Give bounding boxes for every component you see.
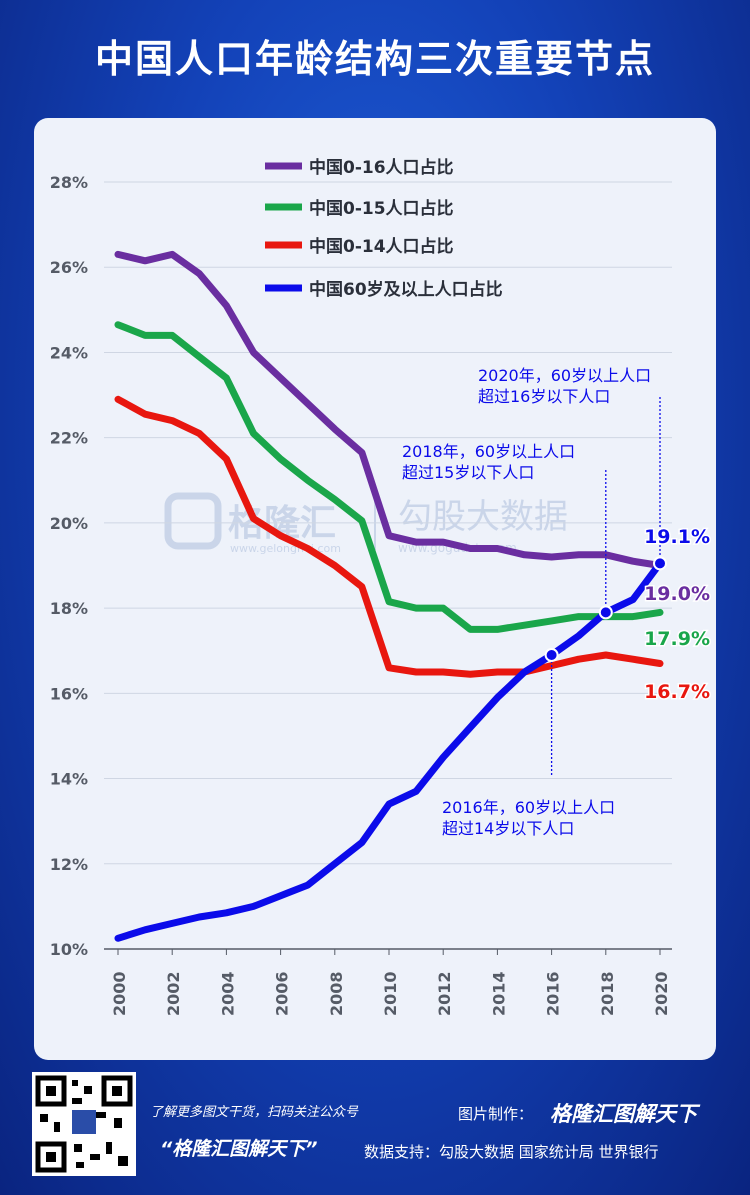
annotation-text: 超过16岁以下人口 <box>478 387 610 406</box>
end-value-label: 16.7% <box>644 681 710 703</box>
y-tick-label: 26% <box>50 258 88 277</box>
y-tick-label: 18% <box>50 599 88 618</box>
promo-line-1: 了解更多图文干货，扫码关注公众号 <box>150 1105 359 1120</box>
series-line <box>114 321 664 633</box>
legend-label: 中国0-15人口占比 <box>309 198 454 219</box>
y-tick-label: 10% <box>50 940 88 959</box>
end-value-label: 19.0% <box>644 583 710 605</box>
chart-card <box>34 118 716 1060</box>
annotation-text: 2016年，60岁以上人口 <box>442 798 615 817</box>
x-tick-label: 2000 <box>110 971 129 1016</box>
y-tick-label: 22% <box>50 429 88 448</box>
legend-label: 中国60岁及以上人口占比 <box>309 279 503 300</box>
end-value-label: 17.9% <box>644 628 710 650</box>
y-tick-label: 28% <box>50 173 88 192</box>
x-tick-label: 2020 <box>652 971 671 1016</box>
qr-code[interactable] <box>32 1072 136 1176</box>
y-tick-label: 16% <box>50 684 88 703</box>
watermark-brand-2: 勾股大数据 <box>398 497 568 537</box>
page-title: 中国人口年龄结构三次重要节点 <box>94 37 655 81</box>
x-tick-label: 2006 <box>273 971 292 1016</box>
annotation-dot <box>598 605 613 620</box>
annotation-text: 超过15岁以下人口 <box>402 463 534 482</box>
watermark-logo-icon <box>164 492 222 550</box>
credit-label: 图片制作： <box>458 1105 534 1123</box>
x-tick-label: 2010 <box>381 971 400 1016</box>
x-tick-label: 2008 <box>327 971 346 1016</box>
credit-brand: 格隆汇图解天下 <box>550 1102 697 1126</box>
y-tick-label: 20% <box>50 514 88 533</box>
legend-label: 中国0-14人口占比 <box>309 236 454 257</box>
y-tick-label: 24% <box>50 343 88 362</box>
series-line <box>114 395 664 678</box>
series-line <box>114 559 664 942</box>
x-tick-label: 2004 <box>218 971 237 1016</box>
watermark-url-1: www.gelonghui.com <box>230 542 341 555</box>
annotation-dot <box>653 556 667 571</box>
end-value-label: 19.1% <box>644 526 710 548</box>
x-tick-label: 2012 <box>435 971 454 1016</box>
annotation-dot <box>544 647 559 662</box>
y-tick-label: 14% <box>50 770 88 789</box>
qr-code-icon <box>35 1075 133 1173</box>
x-tick-label: 2014 <box>489 971 508 1016</box>
data-source: 数据支持：勾股大数据 国家统计局 世界银行 <box>364 1143 659 1161</box>
y-tick-label: 12% <box>50 855 88 874</box>
promo-line-2: “格隆汇图解天下” <box>160 1138 318 1160</box>
x-tick-label: 2018 <box>598 971 617 1016</box>
annotation-text: 2018年，60岁以上人口 <box>402 442 575 461</box>
annotation-text: 2020年，60岁以上人口 <box>478 366 651 385</box>
annotation-text: 超过14岁以下人口 <box>442 819 574 838</box>
x-tick-label: 2002 <box>164 971 183 1016</box>
legend-label: 中国0-16人口占比 <box>309 157 454 178</box>
x-tick-label: 2016 <box>544 971 563 1016</box>
series-line <box>114 250 664 569</box>
